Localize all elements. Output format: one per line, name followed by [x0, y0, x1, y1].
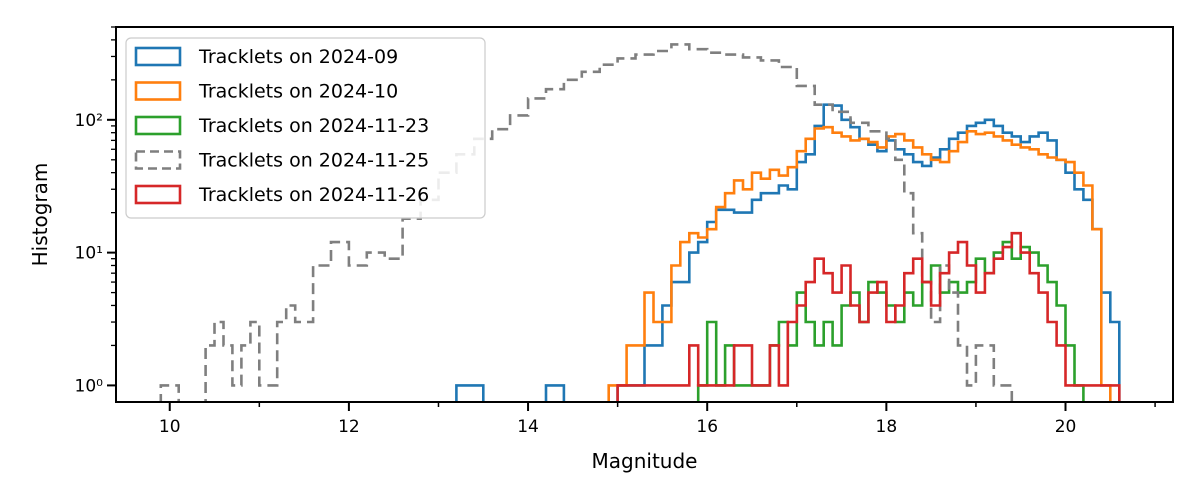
legend-label: Tracklets on 2024-11-23	[198, 115, 429, 137]
axes-frame	[115, 26, 1174, 403]
series-line-3	[696, 240, 1085, 402]
x-tick-label: 20	[1055, 417, 1077, 437]
x-tick-label: 16	[696, 417, 718, 437]
legend-box	[125, 37, 486, 219]
x-tick-label: 14	[517, 417, 539, 437]
legend-label: Tracklets on 2024-09	[198, 46, 398, 68]
y-axis: 10⁰ 10¹ 10²	[75, 26, 116, 396]
series-line-5	[616, 231, 1121, 402]
legend-swatch	[134, 46, 182, 67]
y-tick-label: 10⁰	[75, 376, 104, 396]
legend-swatch	[134, 115, 182, 136]
legend-label: Tracklets on 2024-11-25	[198, 150, 429, 172]
series-line-4	[159, 43, 1014, 402]
x-axis: 10 12 14 16 18 20	[159, 402, 1156, 437]
legend-swatch	[134, 150, 182, 170]
series-line-2	[607, 125, 1112, 402]
x-tick-label: 12	[338, 417, 360, 437]
x-tick-label: 10	[159, 417, 181, 437]
legend: Tracklets on 2024-09 Tracklets on 2024-10…	[125, 37, 486, 219]
x-tick-label: 18	[876, 417, 898, 437]
legend-swatch	[134, 81, 182, 101]
y-tick-label: 10²	[75, 111, 103, 131]
legend-label: Tracklets on 2024-10	[198, 81, 398, 103]
series-line-1	[455, 103, 1121, 402]
plot-area	[159, 43, 1121, 402]
legend-label: Tracklets on 2024-11-26	[198, 184, 429, 206]
y-tick-label: 10¹	[75, 244, 103, 264]
y-axis-label: Histogram	[28, 163, 52, 267]
legend-swatch	[134, 184, 182, 205]
x-axis-label: Magnitude	[592, 449, 698, 473]
